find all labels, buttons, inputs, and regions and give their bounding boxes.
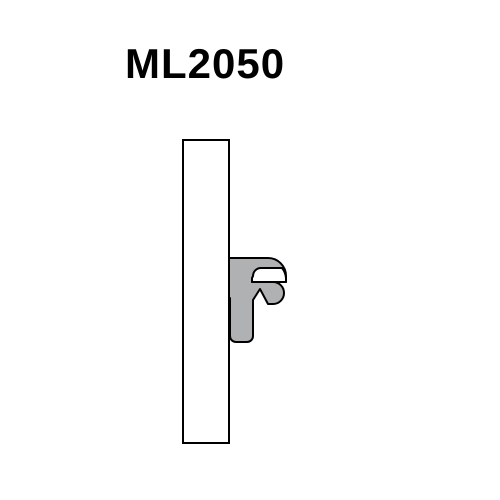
- diagram-canvas: ML2050: [0, 0, 500, 500]
- thumbturn-notch: [252, 268, 286, 282]
- lock-diagram: [0, 0, 500, 500]
- door-plate: [183, 140, 229, 443]
